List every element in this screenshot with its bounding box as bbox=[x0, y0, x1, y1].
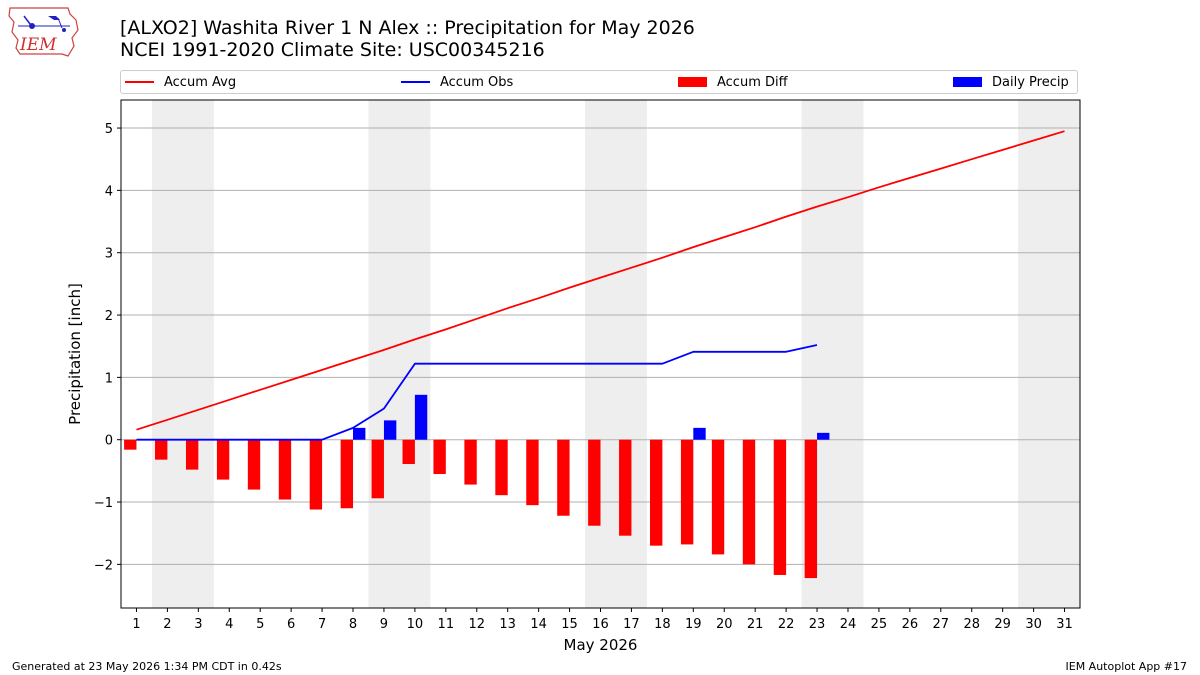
chart-title: [ALXO2] Washita River 1 N Alex :: Precip… bbox=[120, 17, 695, 39]
chart-legend: Accum Avg Accum Obs Accum Diff Daily Pre… bbox=[120, 70, 1078, 94]
accum-diff-bar-day-17 bbox=[619, 439, 632, 536]
legend-swatch-accum-obs bbox=[401, 81, 430, 83]
x-tick-label-10: 10 bbox=[407, 617, 424, 632]
legend-swatch-daily-precip bbox=[953, 77, 982, 87]
accum-diff-bar-day-7 bbox=[309, 439, 323, 510]
y-tick-label-1: 1 bbox=[105, 371, 113, 386]
accum-diff-bar-day-12 bbox=[464, 439, 477, 485]
x-tick-label-18: 18 bbox=[654, 617, 671, 632]
x-tick-label-13: 13 bbox=[499, 617, 516, 632]
y-tick-label-5: 5 bbox=[105, 122, 113, 137]
x-tick-label-14: 14 bbox=[530, 617, 547, 632]
y-tick-label-3: 3 bbox=[105, 247, 113, 262]
chart-subtitle: NCEI 1991-2020 Climate Site: USC00345216 bbox=[120, 39, 545, 61]
x-tick-label-3: 3 bbox=[194, 617, 202, 632]
app-credit: IEM Autoplot App #17 bbox=[1065, 660, 1188, 673]
legend-label-accum-avg: Accum Avg bbox=[164, 74, 237, 90]
daily-precip-bar-day-8 bbox=[353, 427, 366, 440]
daily-precip-bar-day-10 bbox=[414, 394, 428, 440]
weekend-shade-4 bbox=[1018, 100, 1080, 608]
x-tick-label-16: 16 bbox=[592, 617, 609, 632]
x-tick-label-17: 17 bbox=[623, 617, 640, 632]
weekend-shade-1 bbox=[368, 100, 431, 608]
x-tick-label-1: 1 bbox=[132, 617, 140, 632]
legend-swatch-accum-diff bbox=[678, 77, 707, 87]
x-tick-label-12: 12 bbox=[468, 617, 485, 632]
x-tick-label-31: 31 bbox=[1056, 617, 1073, 632]
daily-precip-bar-day-23 bbox=[817, 432, 830, 440]
weekend-shade-2 bbox=[585, 100, 647, 608]
accum-diff-bar-day-22 bbox=[773, 439, 787, 575]
y-tick-label--1: −1 bbox=[94, 496, 113, 511]
accum-diff-bar-day-6 bbox=[278, 439, 292, 500]
x-tick-label-2: 2 bbox=[163, 617, 171, 632]
accum-diff-bar-day-2 bbox=[155, 439, 168, 460]
x-tick-label-5: 5 bbox=[256, 617, 264, 632]
accum-diff-bar-day-21 bbox=[742, 439, 756, 565]
accum-diff-bar-day-4 bbox=[216, 439, 230, 480]
accum-diff-bar-day-14 bbox=[526, 439, 539, 506]
accum-diff-bar-day-16 bbox=[588, 439, 601, 526]
svg-text:IEM: IEM bbox=[19, 35, 57, 55]
accum-diff-bar-day-10 bbox=[402, 439, 415, 465]
x-tick-label-30: 30 bbox=[1025, 617, 1042, 632]
accum-diff-bar-day-13 bbox=[495, 439, 508, 496]
legend-item-daily-precip: Daily Precip bbox=[953, 71, 1069, 93]
accum-diff-bar-day-5 bbox=[247, 439, 261, 490]
x-tick-label-29: 29 bbox=[994, 617, 1011, 632]
x-tick-label-27: 27 bbox=[933, 617, 950, 632]
accum-diff-bar-day-15 bbox=[557, 439, 570, 516]
accum-diff-bar-day-19 bbox=[680, 439, 694, 545]
accum-diff-bar-day-1 bbox=[124, 439, 137, 450]
legend-swatch-accum-avg bbox=[125, 81, 154, 83]
legend-label-accum-diff: Accum Diff bbox=[717, 74, 788, 90]
iem-logo: IEM bbox=[8, 7, 79, 57]
legend-item-accum-obs: Accum Obs bbox=[401, 71, 513, 93]
x-tick-label-21: 21 bbox=[747, 617, 764, 632]
x-tick-label-11: 11 bbox=[438, 617, 455, 632]
legend-item-accum-diff: Accum Diff bbox=[678, 71, 788, 93]
legend-label-accum-obs: Accum Obs bbox=[440, 74, 514, 90]
y-tick-label--2: −2 bbox=[94, 558, 113, 573]
x-tick-label-8: 8 bbox=[349, 617, 357, 632]
y-tick-label-4: 4 bbox=[105, 184, 113, 199]
y-tick-label-0: 0 bbox=[105, 434, 113, 449]
daily-precip-bar-day-19 bbox=[693, 427, 706, 440]
x-tick-label-23: 23 bbox=[809, 617, 826, 632]
x-tick-label-19: 19 bbox=[685, 617, 702, 632]
weekend-shade-0 bbox=[151, 100, 214, 608]
generated-timestamp: Generated at 23 May 2026 1:34 PM CDT in … bbox=[12, 660, 282, 673]
legend-label-daily-precip: Daily Precip bbox=[992, 74, 1069, 90]
x-tick-label-7: 7 bbox=[318, 617, 326, 632]
x-tick-label-25: 25 bbox=[871, 617, 888, 632]
x-tick-label-20: 20 bbox=[716, 617, 733, 632]
x-tick-label-28: 28 bbox=[963, 617, 980, 632]
x-tick-label-22: 22 bbox=[778, 617, 795, 632]
legend-item-accum-avg: Accum Avg bbox=[125, 71, 236, 93]
x-tick-label-9: 9 bbox=[380, 617, 388, 632]
accum-obs-line bbox=[136, 344, 818, 441]
x-tick-label-24: 24 bbox=[840, 617, 857, 632]
accum-diff-bar-day-8 bbox=[340, 439, 354, 509]
y-axis-label: Precipitation [inch] bbox=[66, 283, 84, 425]
x-tick-label-4: 4 bbox=[225, 617, 233, 632]
x-axis-label: May 2026 bbox=[564, 636, 638, 654]
accum-diff-bar-day-11 bbox=[433, 439, 446, 474]
accum-diff-bar-day-20 bbox=[711, 439, 725, 555]
y-tick-label-2: 2 bbox=[105, 309, 113, 324]
x-tick-label-15: 15 bbox=[561, 617, 578, 632]
accum-diff-bar-day-3 bbox=[185, 439, 199, 470]
accum-diff-bar-day-23 bbox=[804, 439, 818, 579]
daily-precip-bar-day-9 bbox=[383, 420, 397, 440]
x-tick-label-26: 26 bbox=[902, 617, 919, 632]
x-tick-label-6: 6 bbox=[287, 617, 295, 632]
accum-avg-line bbox=[136, 130, 1065, 431]
accum-diff-bar-day-18 bbox=[649, 439, 663, 546]
accum-diff-bar-day-9 bbox=[371, 439, 384, 499]
